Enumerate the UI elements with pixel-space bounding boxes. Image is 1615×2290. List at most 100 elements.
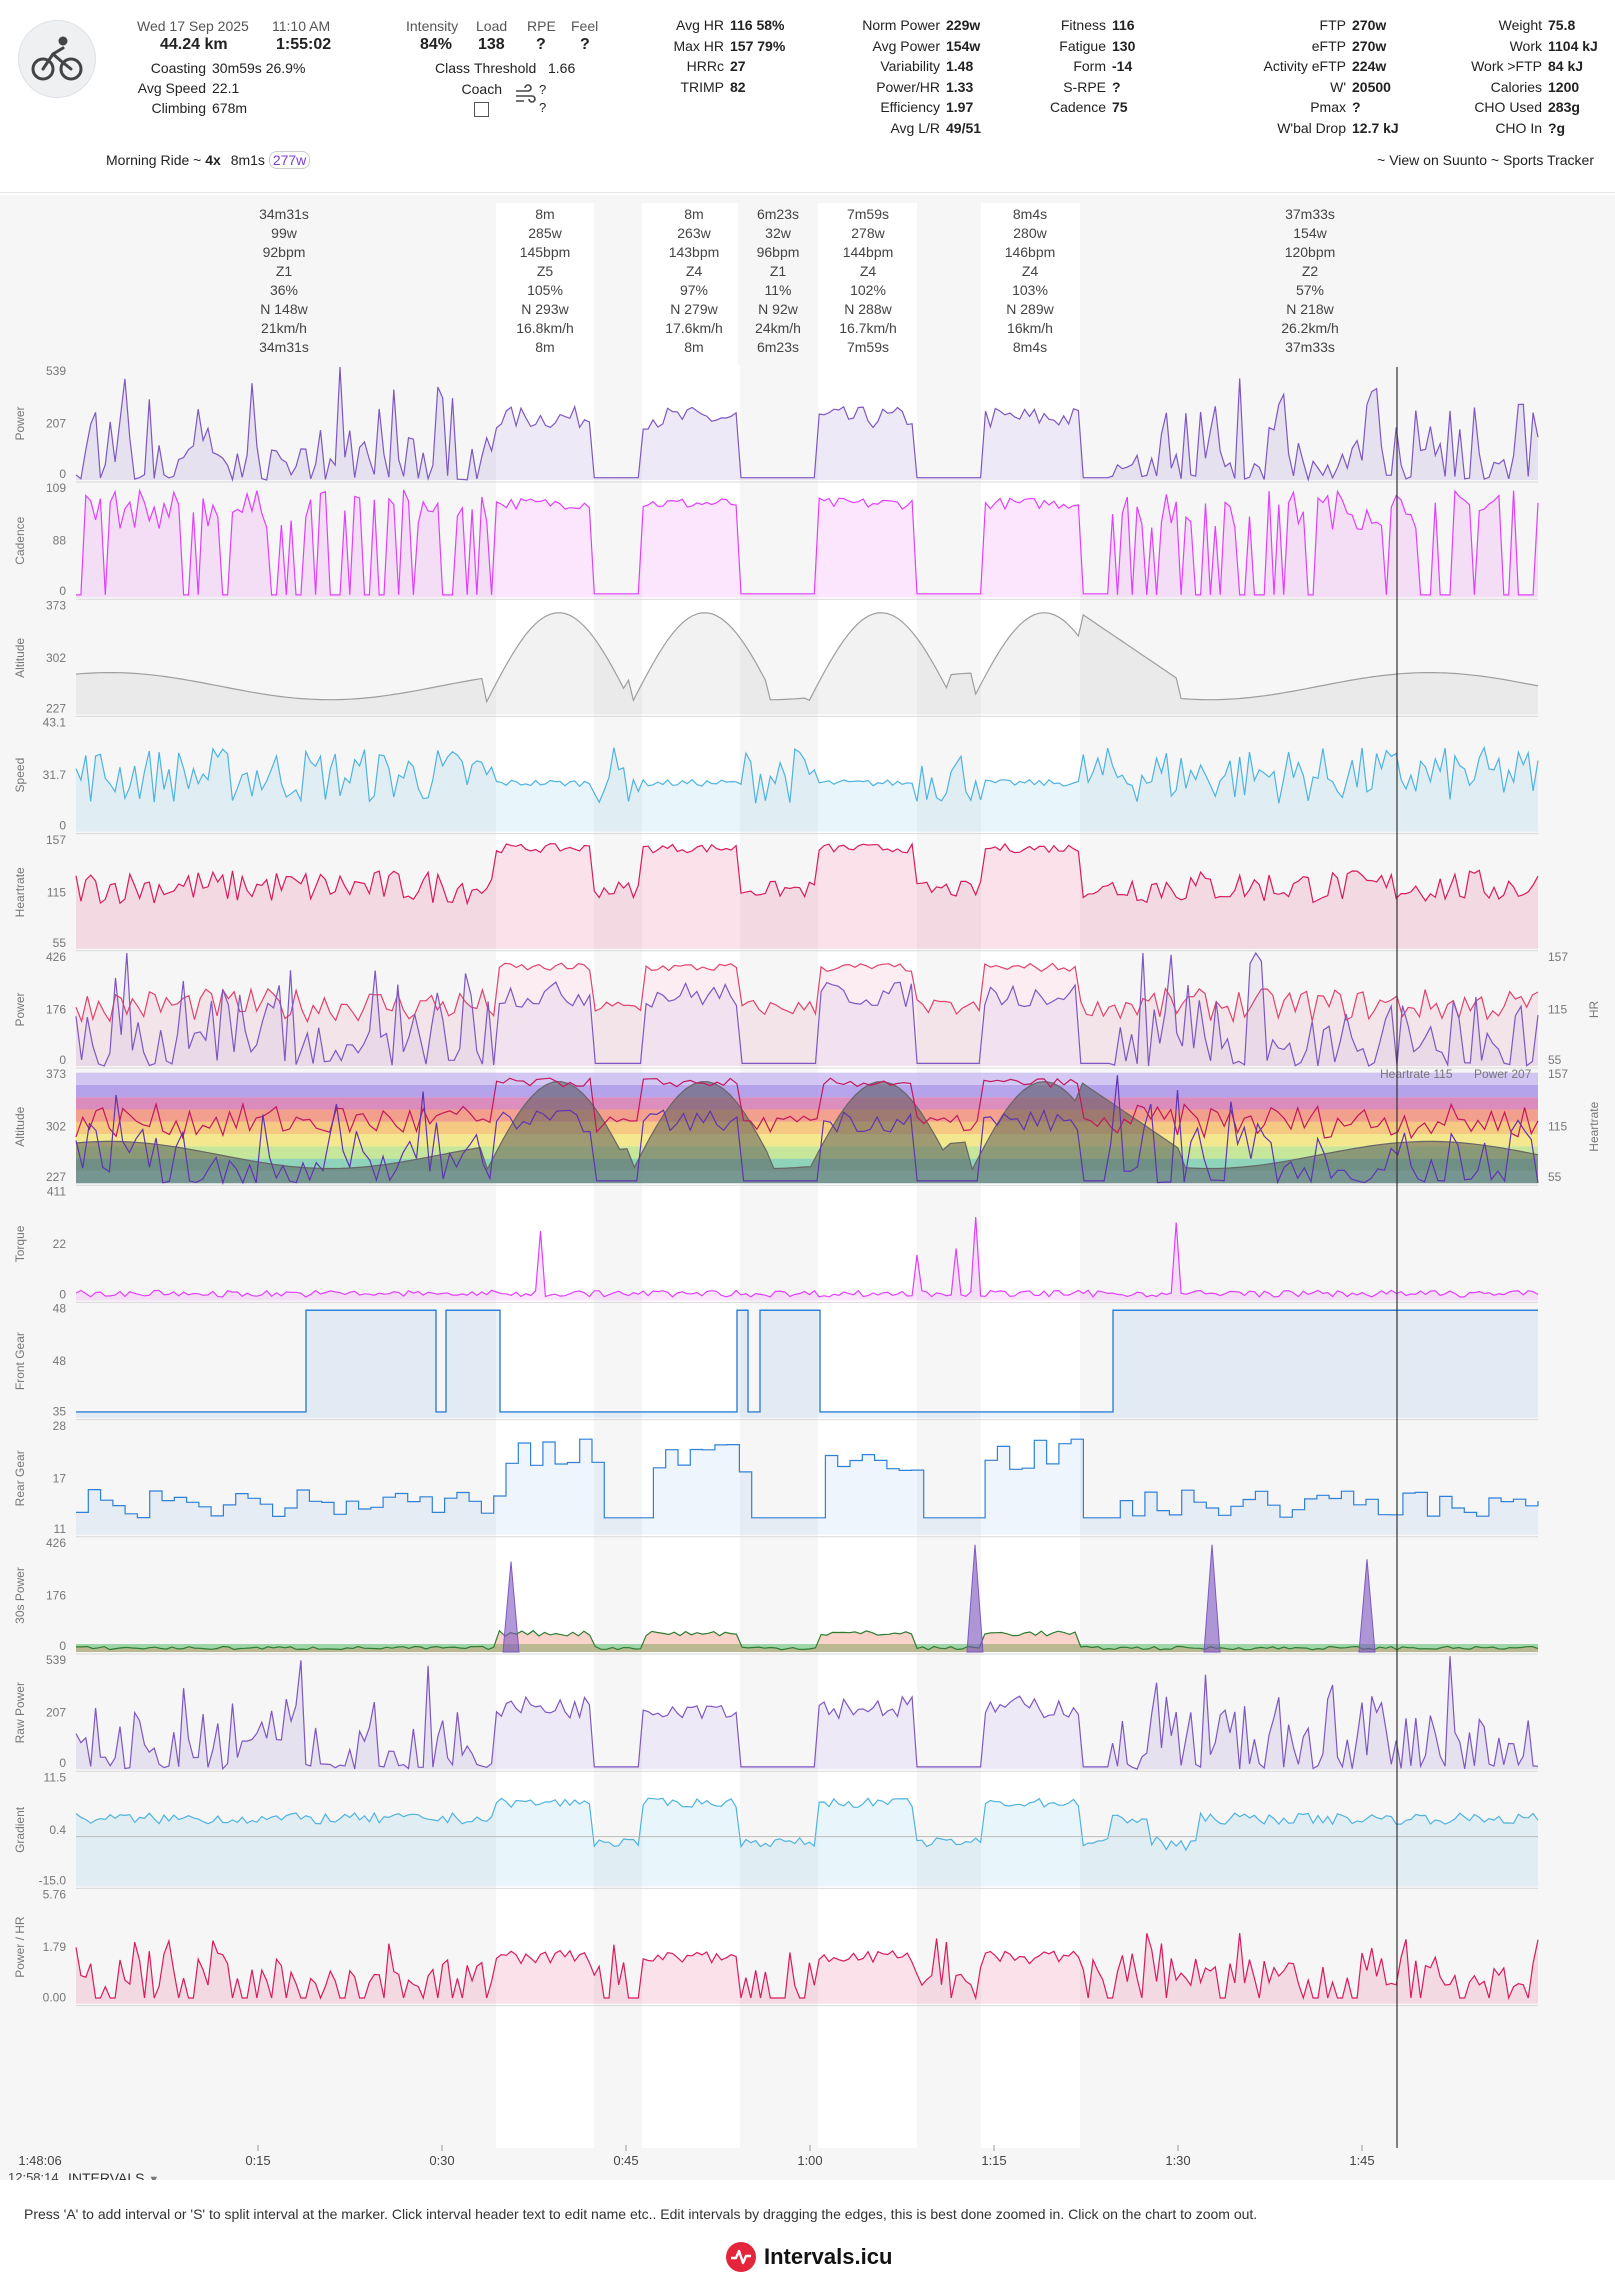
panel-label: Altitude <box>13 638 27 678</box>
interval-band-recovery <box>738 203 818 365</box>
hr-zone-6 <box>76 1109 1538 1122</box>
stat-value: 12.7 kJ <box>1352 119 1399 136</box>
interval-stat[interactable]: 8m <box>684 206 703 222</box>
interval-stat[interactable]: 8m <box>535 339 554 355</box>
rpe-value[interactable]: ? <box>536 36 546 53</box>
power-30s-line <box>76 1629 1539 1651</box>
activity-distance: 44.24 km <box>160 36 228 53</box>
wind-value-2: ? <box>539 100 547 115</box>
class-value[interactable]: Threshold <box>474 60 537 76</box>
stat-label: Calories <box>1490 78 1542 95</box>
interval-stat: 280w <box>1013 225 1047 241</box>
intensity-value[interactable]: 84% <box>420 36 453 53</box>
panel-label: Raw Power <box>13 1682 27 1743</box>
footer: Press 'A' to add interval or 'S' to spli… <box>0 2180 1615 2290</box>
view-on-link[interactable]: ~ View on Suunto ~ Sports Tracker <box>1377 152 1594 168</box>
interval-stat[interactable]: 34m31s <box>259 206 309 222</box>
panel-label: Power <box>13 992 27 1026</box>
activity-time: 11:10 AM <box>272 18 331 34</box>
interval-reps: 4x <box>205 152 221 168</box>
stat-label: Efficiency <box>880 99 940 115</box>
stat-label: Max HR <box>673 37 724 54</box>
panel-label: Speed <box>13 758 27 793</box>
interval-stat[interactable]: 7m59s <box>847 206 889 222</box>
activity-chart-canvas[interactable]: 34m31s 99w 92bpm Z1 36% N 148w 21km/h 34m31s 8m 2… <box>0 195 1615 2180</box>
coach-checkbox[interactable] <box>474 102 489 117</box>
stat-value: 157 79% <box>730 37 786 54</box>
interval-stat[interactable]: 8m4s <box>1013 339 1047 355</box>
load-value[interactable]: 138 <box>478 36 505 53</box>
interval-stat[interactable]: 37m33s <box>1285 206 1335 222</box>
avg-speed-label: Avg Speed <box>137 80 206 96</box>
climbing-value: 678m <box>212 100 248 116</box>
interval-stat[interactable]: 37m33s <box>1285 339 1335 355</box>
brand-name[interactable]: Intervals.icu <box>764 2244 893 2269</box>
interval-stat[interactable]: 7m59s <box>847 339 889 355</box>
hr-zone-8 <box>76 1084 1538 1098</box>
avg-speed-value: 22.1 <box>212 80 240 96</box>
power-30s-peak <box>1203 1544 1221 1653</box>
y-tick: 115 <box>47 885 66 899</box>
interval-stat: 278w <box>851 225 885 241</box>
feel-value[interactable]: ? <box>580 36 590 53</box>
stat-label: S-RPE <box>1063 78 1106 95</box>
panel-label: Power <box>13 406 27 440</box>
y-tick: 0 <box>59 1053 66 1067</box>
y-tick: 302 <box>46 651 66 665</box>
interval-stat: 57% <box>1296 282 1324 298</box>
x-tick-label: 0:45 <box>613 2153 638 2168</box>
interval-stat[interactable]: 6m23s <box>757 206 799 222</box>
y-tick: 539 <box>46 364 66 378</box>
x-tick-label: 0:15 <box>245 2153 270 2168</box>
stat-value: 27 <box>730 58 746 74</box>
activity-duration: 1:55:02 <box>276 36 332 53</box>
stat-label: CHO In <box>1495 119 1542 136</box>
stat-value: 224w <box>1352 58 1387 74</box>
interval-stat[interactable]: 34m31s <box>259 339 309 355</box>
grad-series-line <box>75 1797 1539 1852</box>
y-tick: 31.7 <box>43 768 67 782</box>
interval-stat[interactable]: 6m23s <box>757 339 799 355</box>
stat-label: Work >FTP <box>1471 58 1542 74</box>
hr-series-line <box>75 842 1539 906</box>
heartrate-series-line <box>75 1076 1539 1140</box>
activity-title[interactable]: Morning Ride ~ <box>106 152 206 168</box>
power-30s-peak <box>502 1561 520 1653</box>
y-tick: 373 <box>46 598 66 612</box>
y-tick: 0 <box>59 819 66 833</box>
stat-label: Work <box>1509 37 1542 54</box>
y-tick-right: 115 <box>1548 1003 1567 1017</box>
interval-stat[interactable]: 8m4s <box>1013 206 1047 222</box>
speed-series-line <box>75 745 1539 804</box>
y-tick-right: 55 <box>1548 1170 1562 1184</box>
interval-hint: Press 'A' to add interval or 'S' to spli… <box>24 2206 1258 2222</box>
wind-icon <box>514 84 536 109</box>
feel-label: Feel <box>571 18 599 34</box>
legend-heartrate: Heartrate 115 <box>1380 1067 1453 1081</box>
stat-label: Fatigue <box>1059 37 1106 54</box>
legend-power: Power 207 <box>1474 1067 1532 1081</box>
alt-series-area <box>76 612 1538 715</box>
panel-label: Power / HR <box>13 1916 27 1978</box>
interval-stat: 96bpm <box>757 244 800 260</box>
y-tick: 48 <box>53 1354 67 1368</box>
power-series-area <box>76 1656 1538 1770</box>
stat-label: Avg Power <box>872 37 940 54</box>
activity-header: Wed 17 Sep 2025 11:10 AM 44.24 km 1:55:0… <box>0 0 1615 193</box>
y-tick: 539 <box>46 1653 66 1667</box>
interval-headers: 34m31s 99w 92bpm Z1 36% N 148w 21km/h 34m31s 8m 2… <box>259 206 1339 355</box>
activity-charts[interactable]: 34m31s 99w 92bpm Z1 36% N 148w 21km/h 34m31s 8m 2… <box>0 195 1615 2180</box>
y-tick: -15.0 <box>39 1873 67 1887</box>
panel-label: 30s Power <box>13 1567 27 1624</box>
interval-stat[interactable]: 8m <box>535 206 554 222</box>
hr-series-area <box>76 843 1538 949</box>
stat-label: Form <box>1073 58 1106 74</box>
interval-stat: 21km/h <box>261 320 307 336</box>
y-tick: 0 <box>59 1639 66 1653</box>
y-tick: 176 <box>46 1003 66 1017</box>
stat-label: Fitness <box>1060 17 1106 33</box>
y-tick: 0 <box>59 467 66 481</box>
load-label: Load <box>476 18 508 34</box>
interval-stat: N 92w <box>758 301 799 317</box>
interval-stat[interactable]: 8m <box>684 339 703 355</box>
